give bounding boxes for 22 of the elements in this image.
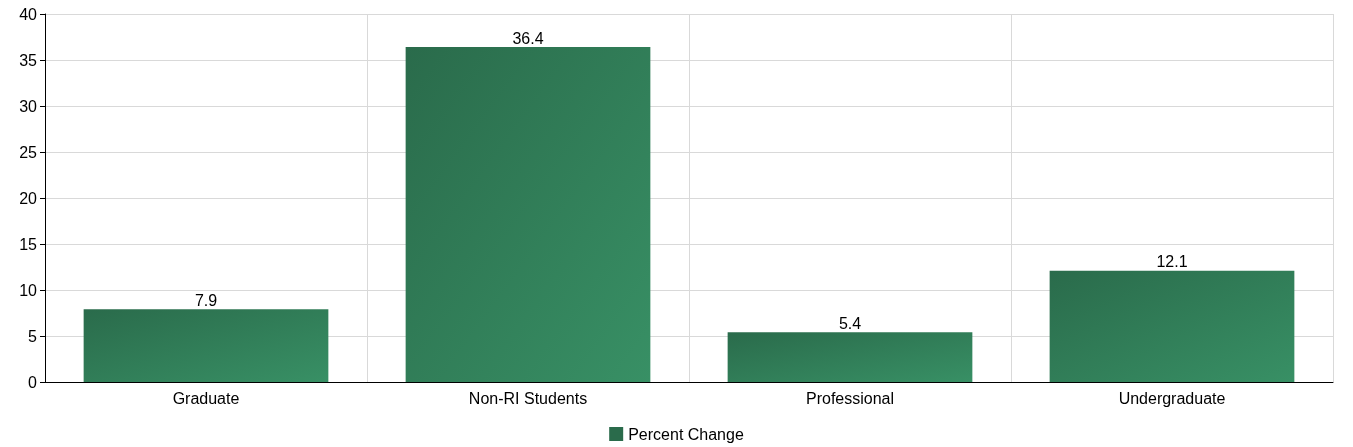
- y-tick-label: 10: [19, 281, 38, 299]
- x-tick-label: Non-RI Students: [468, 389, 588, 407]
- legend-label: Percent Change: [628, 425, 744, 443]
- bar: [1049, 270, 1295, 382]
- bar: [405, 47, 651, 382]
- x-tick-label: Graduate: [172, 389, 240, 407]
- bar: [83, 309, 329, 382]
- y-tick-label: 25: [19, 143, 38, 161]
- data-label: 5.4: [838, 314, 862, 332]
- data-label: 12.1: [1156, 253, 1188, 271]
- data-label: 7.9: [194, 291, 218, 309]
- x-tick-label: Professional: [805, 389, 895, 407]
- y-tick-label: 0: [28, 373, 38, 391]
- y-tick-label: 15: [19, 235, 38, 253]
- y-tick-label: 5: [28, 327, 38, 345]
- y-tick-label: 20: [19, 189, 38, 207]
- y-tick-label: 40: [19, 5, 38, 23]
- bar: [727, 332, 973, 382]
- data-label: 36.4: [512, 29, 544, 47]
- x-tick-label: Undergraduate: [1118, 389, 1226, 407]
- y-tick-label: 35: [19, 51, 38, 69]
- y-tick-label: 30: [19, 97, 38, 115]
